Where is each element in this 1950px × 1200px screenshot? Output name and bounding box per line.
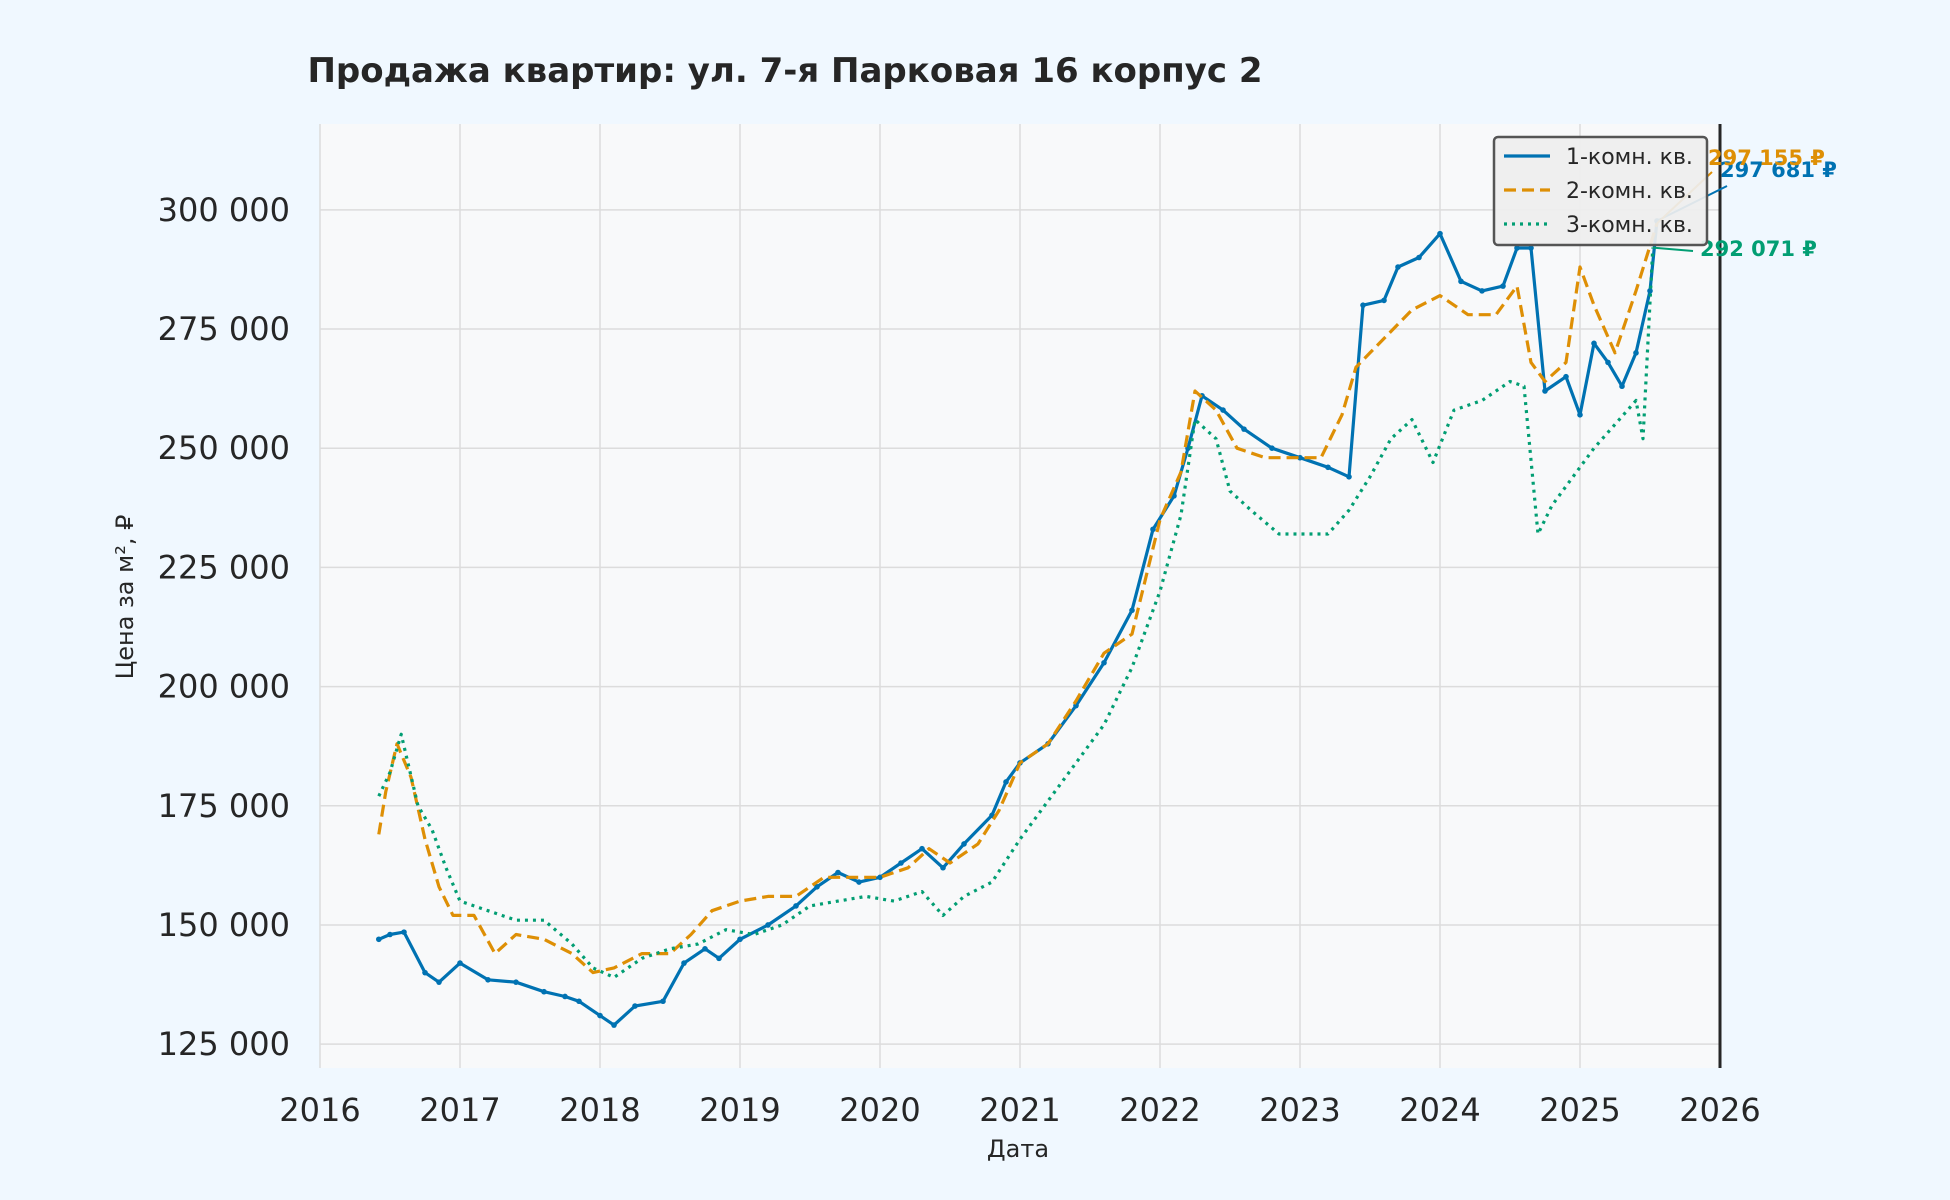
y-tick-label: 300 000 [158, 191, 290, 229]
data-point [737, 936, 743, 943]
data-point [1129, 607, 1135, 614]
data-point [1395, 264, 1401, 270]
data-point [576, 998, 582, 1005]
end-label-3: 292 071 ₽ [1700, 237, 1817, 261]
x-tick-label: 2016 [279, 1091, 360, 1129]
legend-label-2: 2-комн. кв. [1566, 179, 1693, 204]
data-point [1542, 388, 1548, 394]
data-point [856, 879, 862, 885]
end-labels: 297 681 ₽297 155 ₽ 292 071 ₽ [1652, 146, 1837, 261]
series-lines [376, 218, 1660, 1028]
data-point [660, 998, 666, 1005]
data-point [898, 860, 904, 866]
data-point [919, 845, 925, 852]
data-point [1325, 464, 1331, 471]
y-tick-label: 175 000 [158, 787, 290, 825]
x-tick-label: 2021 [979, 1091, 1060, 1129]
data-point [541, 988, 547, 995]
series-line-2 [377, 222, 1659, 975]
x-tick-label: 2020 [839, 1091, 920, 1129]
x-tick-label: 2025 [1539, 1091, 1620, 1129]
data-point [1647, 288, 1653, 294]
data-point [513, 979, 519, 985]
data-point [716, 955, 722, 962]
data-point [1619, 383, 1625, 390]
data-point [1528, 245, 1534, 251]
data-point [1220, 407, 1226, 413]
chart-title: Продажа квартир: ул. 7-я Парковая 16 кор… [307, 51, 1262, 91]
data-point [401, 929, 407, 935]
end-label-2: 297 155 ₽ [1708, 146, 1825, 170]
data-point [611, 1022, 617, 1028]
y-tick-label: 250 000 [158, 429, 290, 467]
data-point [1500, 283, 1506, 289]
data-point [1241, 426, 1247, 432]
data-point [1360, 302, 1366, 308]
x-tick-label: 2019 [699, 1091, 780, 1129]
x-tick-label: 2018 [559, 1091, 640, 1129]
x-axis-title: Дата [987, 1135, 1049, 1163]
data-point [877, 874, 883, 881]
data-point [436, 979, 442, 985]
data-point [1577, 412, 1583, 418]
y-tick-label: 150 000 [158, 906, 290, 944]
y-tick-label: 200 000 [158, 668, 290, 706]
legend-label-3: 3-комн. кв. [1566, 213, 1693, 238]
data-point [1591, 340, 1597, 347]
data-point [422, 969, 428, 976]
data-point [1514, 245, 1520, 251]
data-point [1003, 779, 1009, 785]
series-line-3 [377, 247, 1655, 980]
x-tick-label: 2026 [1679, 1091, 1760, 1129]
data-point [765, 922, 771, 928]
data-point [1416, 254, 1422, 261]
data-point [814, 884, 820, 890]
data-point [961, 841, 967, 847]
data-point [793, 903, 799, 909]
y-axis-title: Цена за м², ₽ [111, 515, 139, 680]
x-tick-label: 2017 [419, 1091, 500, 1129]
data-point [1346, 474, 1352, 480]
y-tick-label: 225 000 [158, 548, 290, 586]
data-point [632, 1003, 638, 1009]
data-point [1381, 297, 1387, 304]
data-point [1605, 359, 1611, 366]
data-point [1479, 288, 1485, 294]
data-point [835, 869, 841, 876]
data-point [1297, 454, 1303, 461]
legend: 1-комн. кв. 2-комн. кв. 3-комн. кв. [1492, 135, 1709, 247]
y-tick-label: 125 000 [158, 1025, 290, 1063]
data-point [562, 993, 568, 1000]
end-label-arrow [1652, 246, 1694, 252]
data-point [1437, 230, 1443, 237]
data-point [1150, 526, 1156, 533]
legend-box [1492, 135, 1709, 247]
data-point [681, 960, 687, 966]
end-label-1: 297 681 ₽ [1720, 158, 1837, 182]
x-tick-label: 2023 [1259, 1091, 1340, 1129]
axes: 2016 2017 2018 2019 2020 2021 2022 2023 2024 2025… [158, 124, 1761, 1129]
data-point [597, 1012, 603, 1019]
data-point [1101, 659, 1107, 666]
legend-label-1: 1-комн. кв. [1566, 145, 1693, 170]
data-point [940, 864, 946, 871]
y-tick-label: 275 000 [158, 310, 290, 348]
data-point [1458, 278, 1464, 285]
x-tick-label: 2024 [1399, 1091, 1480, 1129]
data-point [1563, 373, 1569, 380]
data-point [376, 936, 382, 943]
data-point [387, 931, 393, 938]
data-point [702, 946, 708, 952]
x-tick-label: 2022 [1119, 1091, 1200, 1129]
data-point [485, 976, 491, 983]
data-point [1269, 445, 1275, 452]
data-point [457, 960, 463, 966]
data-point [1633, 350, 1639, 356]
